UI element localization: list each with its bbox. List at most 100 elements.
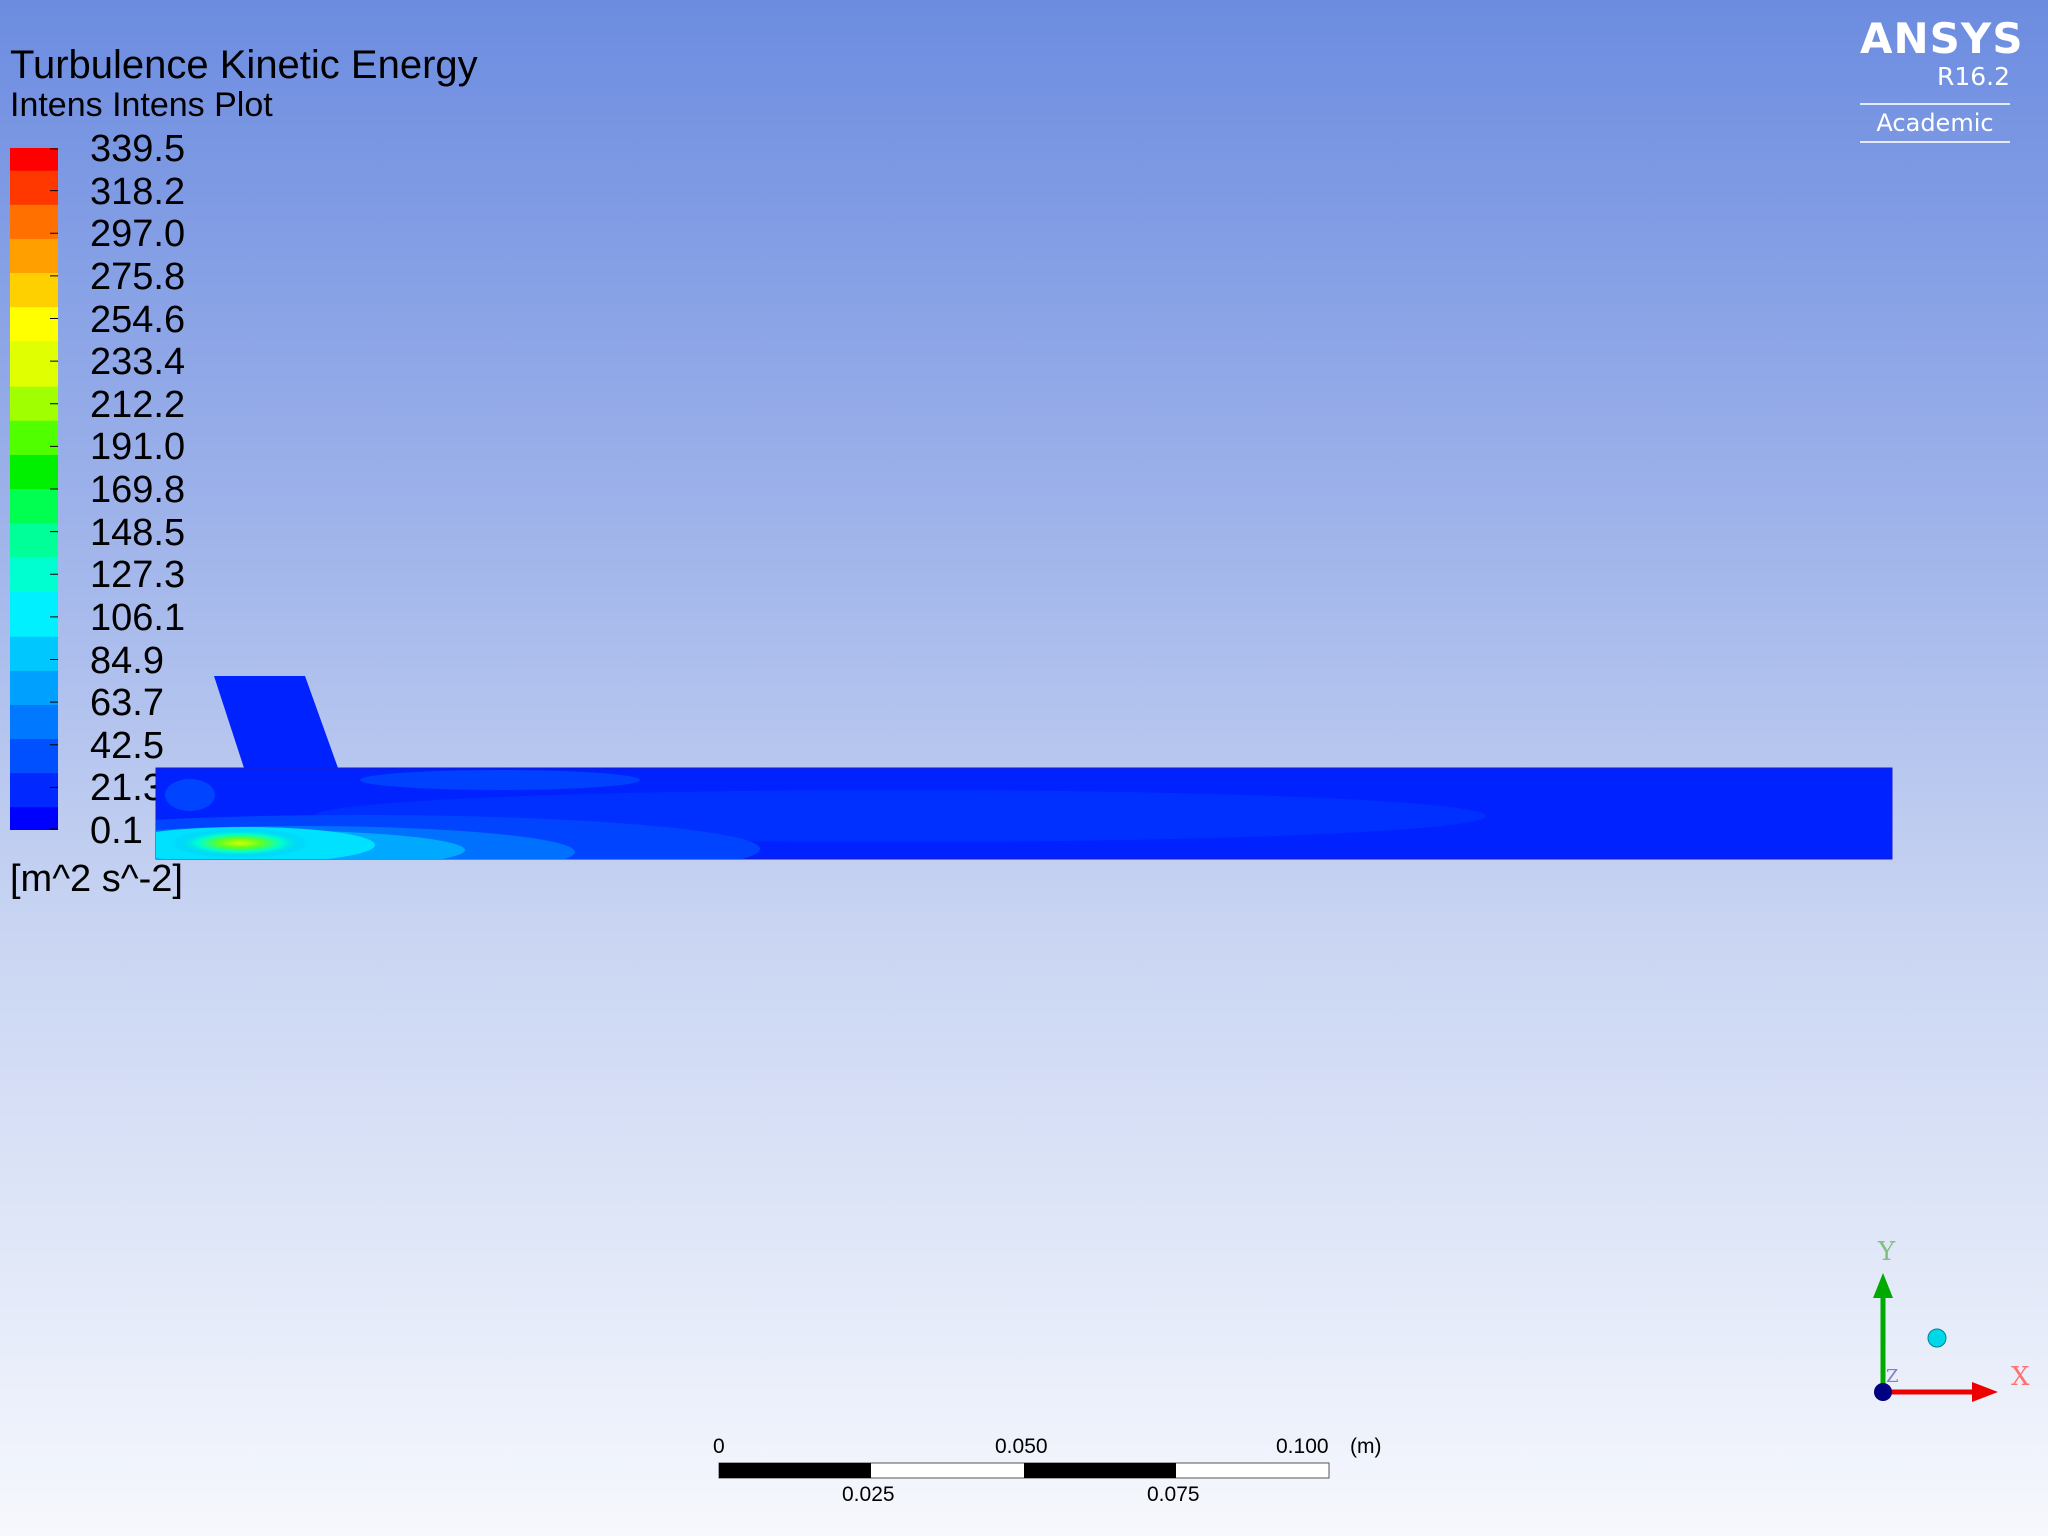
legend-tick-label: 169.8 [90,469,186,511]
legend-color-band [10,625,58,638]
legend-tick-label: 297.0 [90,213,186,256]
legend-color-band [10,500,58,513]
legend-color-band [10,261,58,274]
legend-color-band [10,670,58,683]
legend-color-band [10,591,58,604]
x-axis-label: X [2011,1362,2030,1392]
legend-color-band [10,761,58,774]
inlet-pipe [214,676,338,768]
legend-color-band [10,807,58,820]
legend-color-band [10,648,58,661]
legend-color-band [10,636,58,649]
legend-tick-label: 21.3 [90,767,164,810]
legend-tick-label: 127.3 [90,554,186,597]
legend-color-band [10,568,58,581]
legend-color-band [10,659,58,672]
color-legend-bar [10,148,58,831]
legend-color-band [10,273,58,285]
legend-tick-label: 212.2 [90,383,186,426]
legend-color-band [10,398,58,411]
legend-color-band [10,409,58,422]
legend-color-band [10,818,58,831]
logo-edition: Academic [1860,103,2010,143]
legend-color-band [10,545,58,558]
legend-color-band [10,341,58,354]
legend-color-band [10,182,58,195]
legend-color-band [10,295,58,308]
legend-color-band [10,739,58,752]
legend-tick-label: 254.6 [90,298,186,341]
legend-tick-label: 275.8 [90,255,186,298]
scale-label-0050: 0.050 [995,1435,1048,1458]
legend-color-band [10,386,58,399]
legend-color-band [10,682,58,695]
legend-tick-label: 0.1 [90,810,143,852]
scale-label-0100: 0.100 [1276,1435,1329,1458]
legend-color-band [10,238,58,251]
legend-color-band [10,307,58,320]
logo-brand: ANSYS [1860,14,2024,63]
legend-color-band [10,466,58,479]
legend-tick-label: 106.1 [90,596,186,639]
legend-color-band [10,443,58,456]
legend-color-band [10,773,58,786]
scale-unit: (m) [1350,1435,1382,1458]
legend-color-band [10,602,58,615]
z-axis-label: Z [1886,1366,1899,1387]
axis-triad[interactable]: Y X Z [1860,1230,2040,1410]
plot-subtitle: Intens Intens Plot [10,86,273,124]
legend-color-band [10,716,58,729]
legend-color-band [10,159,58,172]
legend-color-band [10,148,58,160]
ansys-logo: ANSYS R16.2 Academic [1860,14,2024,143]
legend-color-band [10,795,58,808]
legend-color-band [10,250,58,263]
legend-tick-label: 233.4 [90,341,186,384]
legend-color-band [10,693,58,706]
legend-color-band [10,614,58,626]
legend-color-band [10,420,58,433]
legend-color-band [10,784,58,797]
legend-tick-label: 191.0 [90,426,186,469]
legend-color-band [10,511,58,524]
legend-color-band [10,727,58,740]
legend-color-band [10,489,58,501]
legend-color-band [10,227,58,240]
legend-color-band [10,204,58,217]
legend-tick-label: 84.9 [90,639,164,682]
color-legend: 339.5 318.2 297.0 275.8 254.6 233.4 212.… [10,130,185,850]
legend-color-band [10,579,58,592]
y-axis-label: Y [1877,1237,1896,1267]
legend-color-band [10,352,58,365]
legend-tick-label: 63.7 [90,682,164,725]
legend-color-band [10,477,58,490]
legend-color-band [10,216,58,229]
z-axis-dot [1874,1383,1892,1401]
scale-label-0025: 0.025 [842,1483,895,1506]
legend-tick-label: 339.5 [90,128,186,170]
legend-color-band [10,284,58,297]
legend-color-band [10,557,58,570]
x-axis-arrow [1972,1382,1998,1402]
y-axis-arrow [1873,1273,1893,1298]
legend-color-band [10,375,58,388]
legend-tick-label: 318.2 [90,170,186,213]
legend-color-band [10,523,58,536]
legend-tick-label: 42.5 [90,724,164,767]
view-orientation-sphere[interactable] [1927,1328,1947,1348]
legend-color-band [10,454,58,467]
legend-color-band [10,704,58,717]
legend-color-band [10,363,58,376]
logo-version: R16.2 [1936,62,2010,91]
legend-units: [m^2 s^-2] [10,858,183,900]
contour-bands [156,770,1486,859]
legend-color-band [10,170,58,183]
legend-color-band [10,193,58,206]
legend-color-band [10,534,58,547]
legend-tick-label: 148.5 [90,511,186,554]
legend-color-band [10,432,58,445]
scale-label-0: 0 [713,1435,725,1458]
legend-color-band [10,318,58,331]
